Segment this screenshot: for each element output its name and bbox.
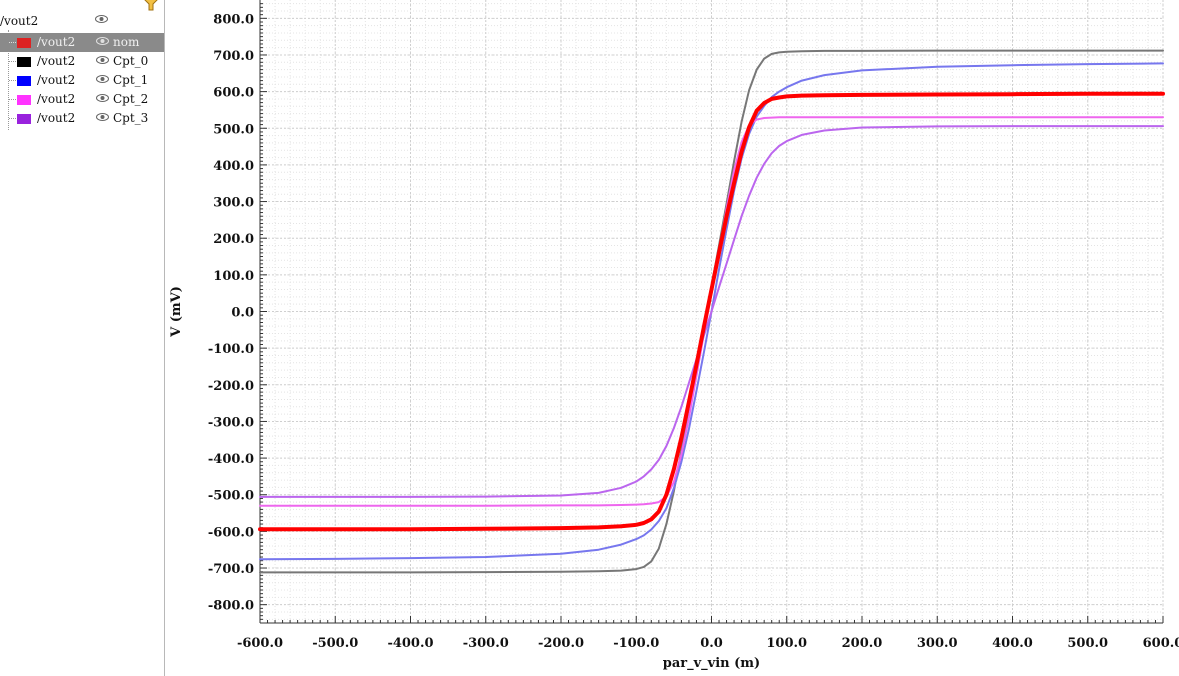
y-tick-label: -700.0 (208, 562, 254, 577)
legend-corner-label: Cpt_0 (113, 54, 149, 68)
legend-corner-label: Cpt_2 (113, 92, 149, 106)
y-tick-label: -200.0 (208, 379, 254, 394)
x-tick-label: 100.0 (766, 636, 807, 651)
legend-signal-label: /vout2 (37, 73, 76, 87)
y-tick-label: 100.0 (213, 269, 254, 284)
eye-icon[interactable] (96, 35, 109, 47)
legend-panel: /vout2 /vout2 nom/vout2 Cpt_0/vout2 Cpt_1/v… (0, 0, 165, 676)
x-axis-label: par_v_vin (m) (663, 656, 760, 671)
y-tick-label: 600.0 (213, 86, 254, 101)
series-line-nom[interactable] (258, 91, 1165, 532)
y-tick-label: 400.0 (213, 159, 254, 174)
y-tick-label: -600.0 (208, 525, 254, 540)
x-tick-label: -300.0 (463, 636, 509, 651)
y-axis-label: V (mV) (169, 286, 184, 338)
legend-item-cpt-1[interactable]: /vout2 Cpt_1 (0, 71, 164, 90)
y-tick-label: -500.0 (208, 489, 254, 504)
legend-signal-label: /vout2 (37, 92, 76, 106)
color-swatch[interactable] (17, 38, 31, 48)
x-tick-label: 300.0 (917, 636, 958, 651)
x-tick-label: -100.0 (613, 636, 659, 651)
legend-item-cpt-0[interactable]: /vout2 Cpt_0 (0, 52, 164, 71)
legend-item-nom[interactable]: /vout2 nom (0, 33, 164, 52)
eye-icon[interactable] (96, 111, 109, 123)
waveform-plot[interactable]: -600.0 -500.0 -400.0 -300.0 -200.0 -100.0 0.0 1… (165, 0, 1179, 676)
axes: -600.0 -500.0 -400.0 -300.0 -200.0 -100.0 0.0 1… (208, 0, 1179, 651)
legend-item-cpt-3[interactable]: /vout2 Cpt_3 (0, 109, 164, 128)
x-tick-label: -500.0 (312, 636, 358, 651)
legend-item-cpt-2[interactable]: /vout2 Cpt_2 (0, 90, 164, 109)
legend-root[interactable]: /vout2 (0, 12, 164, 30)
legend-root-label: /vout2 (0, 14, 39, 28)
x-tick-label: 600.0 (1143, 636, 1179, 651)
y-tick-label: 300.0 (213, 196, 254, 211)
y-tick-label: -300.0 (208, 415, 254, 430)
x-tick-label: 0.0 (700, 636, 723, 651)
eye-icon[interactable] (96, 73, 109, 85)
y-tick-label: 200.0 (213, 232, 254, 247)
x-tick-label: -400.0 (387, 636, 433, 651)
filter-icon[interactable] (140, 0, 162, 12)
tree-branch (9, 118, 16, 119)
tree-branch (9, 99, 16, 100)
y-tick-label: 700.0 (213, 49, 254, 64)
y-tick-label: 800.0 (213, 12, 254, 27)
legend-signal-label: /vout2 (37, 35, 76, 49)
tree-connector (8, 30, 9, 130)
color-swatch[interactable] (17, 114, 31, 124)
color-swatch[interactable] (17, 57, 31, 67)
color-swatch[interactable] (17, 76, 31, 86)
tree-branch (9, 80, 16, 81)
y-tick-label: -400.0 (208, 452, 254, 467)
x-tick-label: -200.0 (538, 636, 584, 651)
legend-signal-label: /vout2 (37, 54, 76, 68)
legend-corner-label: Cpt_1 (113, 73, 149, 87)
series-group[interactable] (258, 49, 1165, 574)
tree-branch (9, 42, 16, 43)
series-line-cpt-3[interactable] (259, 125, 1164, 498)
y-tick-label: 0.0 (231, 306, 254, 321)
y-tick-label: 500.0 (213, 122, 254, 137)
tree-branch (9, 61, 16, 62)
x-tick-label: -600.0 (237, 636, 283, 651)
x-tick-label: 500.0 (1067, 636, 1108, 651)
x-tick-label: 400.0 (992, 636, 1033, 651)
y-tick-label: -800.0 (208, 599, 254, 614)
x-tick-label: 200.0 (842, 636, 883, 651)
color-swatch[interactable] (17, 95, 31, 105)
y-tick-label: -100.0 (208, 342, 254, 357)
legend-corner-label: Cpt_3 (113, 111, 149, 125)
eye-icon[interactable] (95, 13, 108, 25)
legend-signal-label: /vout2 (37, 111, 76, 125)
eye-icon[interactable] (96, 54, 109, 66)
legend-corner-label: nom (113, 35, 140, 49)
eye-icon[interactable] (96, 92, 109, 104)
